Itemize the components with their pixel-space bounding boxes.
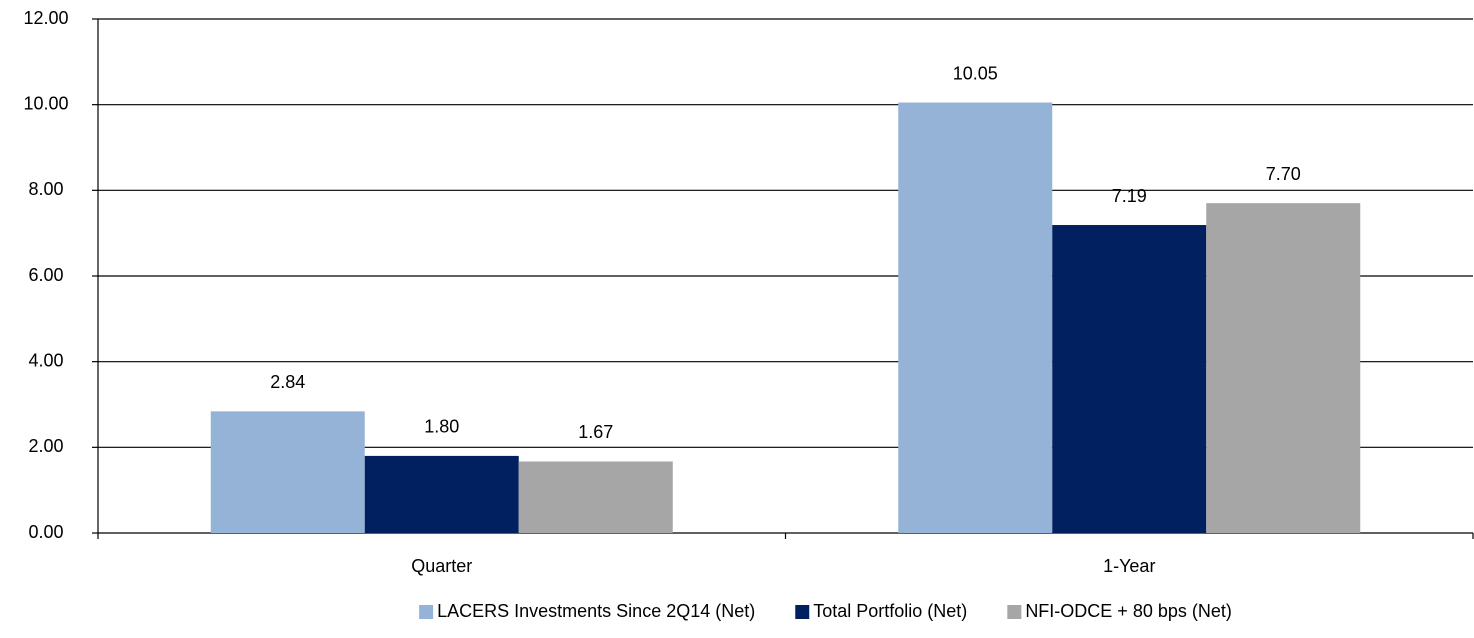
bar xyxy=(210,411,365,533)
legend-label: Total Portfolio (Net) xyxy=(813,601,967,621)
data-label: 2.84 xyxy=(270,372,305,392)
y-tick-label: 8.00 xyxy=(28,179,63,199)
data-label: 7.19 xyxy=(1112,186,1147,206)
bar xyxy=(898,102,1053,534)
bar xyxy=(1206,203,1361,533)
bar xyxy=(518,461,673,533)
x-tick-label: 1-Year xyxy=(1103,556,1155,576)
data-label: 7.70 xyxy=(1266,164,1301,184)
x-tick-label: Quarter xyxy=(411,556,472,576)
y-tick-label: 12.00 xyxy=(23,8,68,28)
data-label: 1.67 xyxy=(578,422,613,442)
legend-swatch xyxy=(795,605,810,619)
data-label: 1.80 xyxy=(424,417,459,437)
legend-swatch xyxy=(1007,605,1022,619)
bar xyxy=(1052,225,1207,534)
y-tick-label: 0.00 xyxy=(28,522,63,542)
legend-swatch xyxy=(419,605,434,619)
legend-label: NFI-ODCE + 80 bps (Net) xyxy=(1025,601,1232,621)
y-tick-label: 2.00 xyxy=(28,436,63,456)
y-tick-label: 10.00 xyxy=(23,93,68,113)
legend-label: LACERS Investments Since 2Q14 (Net) xyxy=(437,601,755,621)
y-tick-label: 6.00 xyxy=(28,265,63,285)
data-label: 10.05 xyxy=(953,63,998,83)
y-tick-label: 4.00 xyxy=(28,350,63,370)
bar xyxy=(364,455,519,533)
